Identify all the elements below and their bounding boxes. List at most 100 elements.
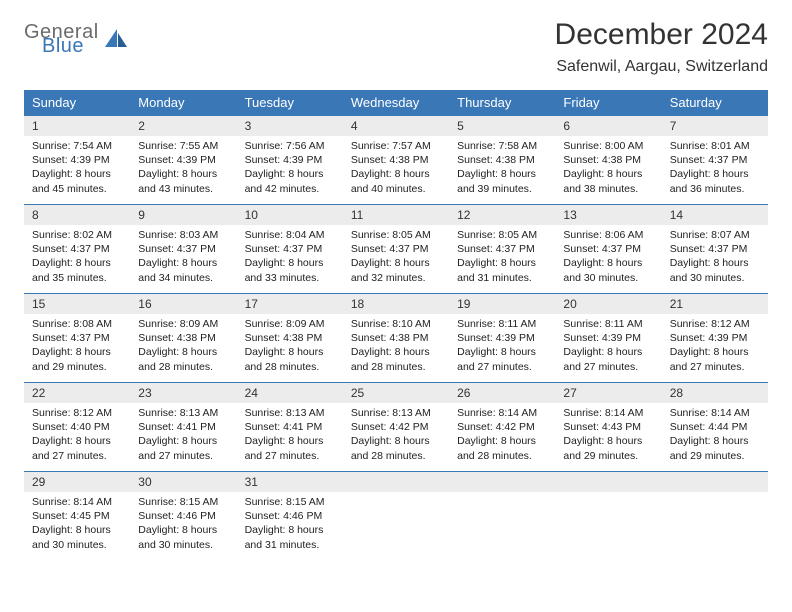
calendar-day-cell: 9Sunrise: 8:03 AMSunset: 4:37 PMDaylight…: [130, 205, 236, 294]
day-number: 6: [555, 116, 661, 136]
calendar-week-row: 29Sunrise: 8:14 AMSunset: 4:45 PMDayligh…: [24, 472, 768, 561]
day-number: 28: [662, 383, 768, 403]
sunset-line: Sunset: 4:37 PM: [457, 242, 547, 256]
day-body: Sunrise: 8:12 AMSunset: 4:40 PMDaylight:…: [24, 403, 130, 469]
sunrise-line: Sunrise: 8:11 AM: [457, 317, 547, 331]
daylight-line: Daylight: 8 hours and 30 minutes.: [138, 523, 228, 551]
daylight-line: Daylight: 8 hours and 28 minutes.: [138, 345, 228, 373]
calendar-day-cell: 21Sunrise: 8:12 AMSunset: 4:39 PMDayligh…: [662, 294, 768, 383]
sunrise-line: Sunrise: 8:07 AM: [670, 228, 760, 242]
daylight-line: Daylight: 8 hours and 40 minutes.: [351, 167, 441, 195]
sunrise-line: Sunrise: 8:03 AM: [138, 228, 228, 242]
sunrise-line: Sunrise: 8:02 AM: [32, 228, 122, 242]
day-body: Sunrise: 7:54 AMSunset: 4:39 PMDaylight:…: [24, 136, 130, 202]
daylight-line: Daylight: 8 hours and 32 minutes.: [351, 256, 441, 284]
day-number: 10: [237, 205, 343, 225]
daylight-line: Daylight: 8 hours and 39 minutes.: [457, 167, 547, 195]
sunrise-line: Sunrise: 8:09 AM: [245, 317, 335, 331]
daylight-line: Daylight: 8 hours and 36 minutes.: [670, 167, 760, 195]
daylight-line: Daylight: 8 hours and 28 minutes.: [351, 345, 441, 373]
daylight-line: Daylight: 8 hours and 34 minutes.: [138, 256, 228, 284]
day-body: Sunrise: 8:15 AMSunset: 4:46 PMDaylight:…: [130, 492, 236, 558]
day-body: Sunrise: 8:14 AMSunset: 4:43 PMDaylight:…: [555, 403, 661, 469]
calendar-week-row: 22Sunrise: 8:12 AMSunset: 4:40 PMDayligh…: [24, 383, 768, 472]
calendar-day-cell: 2Sunrise: 7:55 AMSunset: 4:39 PMDaylight…: [130, 116, 236, 205]
header: General Blue December 2024 Safenwil, Aar…: [24, 18, 768, 76]
day-number: 14: [662, 205, 768, 225]
day-body: Sunrise: 7:55 AMSunset: 4:39 PMDaylight:…: [130, 136, 236, 202]
sunrise-line: Sunrise: 7:57 AM: [351, 139, 441, 153]
sunrise-line: Sunrise: 8:12 AM: [32, 406, 122, 420]
day-number-empty: [343, 472, 449, 492]
sunset-line: Sunset: 4:45 PM: [32, 509, 122, 523]
daylight-line: Daylight: 8 hours and 27 minutes.: [670, 345, 760, 373]
sunset-line: Sunset: 4:39 PM: [138, 153, 228, 167]
daylight-line: Daylight: 8 hours and 31 minutes.: [245, 523, 335, 551]
sunrise-line: Sunrise: 8:08 AM: [32, 317, 122, 331]
daylight-line: Daylight: 8 hours and 27 minutes.: [457, 345, 547, 373]
sunset-line: Sunset: 4:37 PM: [32, 242, 122, 256]
day-body: Sunrise: 7:57 AMSunset: 4:38 PMDaylight:…: [343, 136, 449, 202]
day-number: 26: [449, 383, 555, 403]
day-body: Sunrise: 8:14 AMSunset: 4:42 PMDaylight:…: [449, 403, 555, 469]
day-body-empty: [449, 492, 555, 551]
daylight-line: Daylight: 8 hours and 27 minutes.: [563, 345, 653, 373]
sunrise-line: Sunrise: 8:06 AM: [563, 228, 653, 242]
daylight-line: Daylight: 8 hours and 29 minutes.: [563, 434, 653, 462]
sunset-line: Sunset: 4:39 PM: [245, 153, 335, 167]
calendar-day-cell: 31Sunrise: 8:15 AMSunset: 4:46 PMDayligh…: [237, 472, 343, 561]
calendar-day-cell: 5Sunrise: 7:58 AMSunset: 4:38 PMDaylight…: [449, 116, 555, 205]
daylight-line: Daylight: 8 hours and 45 minutes.: [32, 167, 122, 195]
sunrise-line: Sunrise: 8:14 AM: [457, 406, 547, 420]
calendar-day-cell: 30Sunrise: 8:15 AMSunset: 4:46 PMDayligh…: [130, 472, 236, 561]
day-body: Sunrise: 8:01 AMSunset: 4:37 PMDaylight:…: [662, 136, 768, 202]
sunrise-line: Sunrise: 8:09 AM: [138, 317, 228, 331]
brand-logo: General Blue: [24, 22, 129, 56]
day-number: 17: [237, 294, 343, 314]
day-number: 23: [130, 383, 236, 403]
day-body: Sunrise: 7:56 AMSunset: 4:39 PMDaylight:…: [237, 136, 343, 202]
day-number: 1: [24, 116, 130, 136]
day-body: Sunrise: 8:05 AMSunset: 4:37 PMDaylight:…: [449, 225, 555, 291]
sunset-line: Sunset: 4:38 PM: [138, 331, 228, 345]
daylight-line: Daylight: 8 hours and 30 minutes.: [32, 523, 122, 551]
day-number-empty: [555, 472, 661, 492]
sunset-line: Sunset: 4:38 PM: [245, 331, 335, 345]
daylight-line: Daylight: 8 hours and 28 minutes.: [245, 345, 335, 373]
day-number: 3: [237, 116, 343, 136]
day-number: 18: [343, 294, 449, 314]
weekday-header: Thursday: [449, 90, 555, 116]
calendar-day-cell: 27Sunrise: 8:14 AMSunset: 4:43 PMDayligh…: [555, 383, 661, 472]
title-block: December 2024 Safenwil, Aargau, Switzerl…: [555, 18, 768, 76]
sunrise-line: Sunrise: 8:14 AM: [563, 406, 653, 420]
day-body: Sunrise: 8:13 AMSunset: 4:42 PMDaylight:…: [343, 403, 449, 469]
day-body: Sunrise: 8:14 AMSunset: 4:44 PMDaylight:…: [662, 403, 768, 469]
day-body: Sunrise: 8:06 AMSunset: 4:37 PMDaylight:…: [555, 225, 661, 291]
calendar-page: General Blue December 2024 Safenwil, Aar…: [0, 0, 792, 612]
calendar-week-row: 8Sunrise: 8:02 AMSunset: 4:37 PMDaylight…: [24, 205, 768, 294]
day-body: Sunrise: 8:13 AMSunset: 4:41 PMDaylight:…: [237, 403, 343, 469]
day-body: Sunrise: 8:09 AMSunset: 4:38 PMDaylight:…: [130, 314, 236, 380]
day-number: 11: [343, 205, 449, 225]
daylight-line: Daylight: 8 hours and 29 minutes.: [32, 345, 122, 373]
day-number: 25: [343, 383, 449, 403]
weekday-header: Friday: [555, 90, 661, 116]
daylight-line: Daylight: 8 hours and 35 minutes.: [32, 256, 122, 284]
day-number: 20: [555, 294, 661, 314]
day-body: Sunrise: 8:08 AMSunset: 4:37 PMDaylight:…: [24, 314, 130, 380]
sunrise-line: Sunrise: 7:58 AM: [457, 139, 547, 153]
page-title: December 2024: [555, 18, 768, 52]
sunrise-line: Sunrise: 8:15 AM: [138, 495, 228, 509]
day-number-empty: [662, 472, 768, 492]
calendar-day-cell: 7Sunrise: 8:01 AMSunset: 4:37 PMDaylight…: [662, 116, 768, 205]
calendar-body: 1Sunrise: 7:54 AMSunset: 4:39 PMDaylight…: [24, 116, 768, 561]
day-body: Sunrise: 8:10 AMSunset: 4:38 PMDaylight:…: [343, 314, 449, 380]
day-body: Sunrise: 8:13 AMSunset: 4:41 PMDaylight:…: [130, 403, 236, 469]
day-number: 4: [343, 116, 449, 136]
day-body: Sunrise: 8:11 AMSunset: 4:39 PMDaylight:…: [449, 314, 555, 380]
daylight-line: Daylight: 8 hours and 27 minutes.: [138, 434, 228, 462]
day-body: Sunrise: 8:09 AMSunset: 4:38 PMDaylight:…: [237, 314, 343, 380]
daylight-line: Daylight: 8 hours and 27 minutes.: [32, 434, 122, 462]
calendar-day-cell: 11Sunrise: 8:05 AMSunset: 4:37 PMDayligh…: [343, 205, 449, 294]
day-body: Sunrise: 8:07 AMSunset: 4:37 PMDaylight:…: [662, 225, 768, 291]
